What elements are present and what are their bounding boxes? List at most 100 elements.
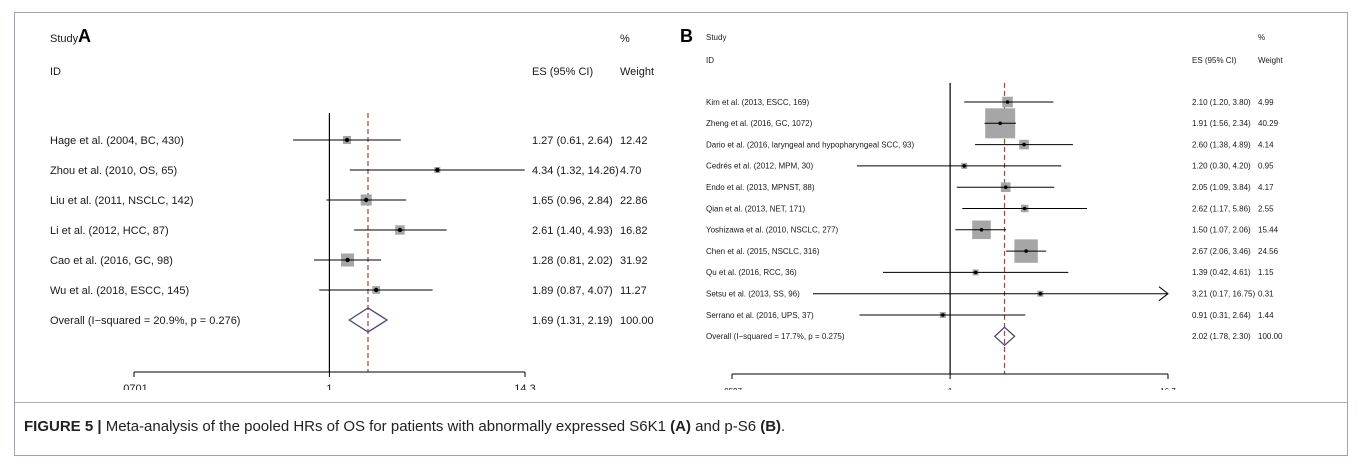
- b-study-label: Kim et al. (2013, ESCC, 169): [706, 98, 809, 107]
- b-study-es-ci: 1.91 (1.56, 2.34): [1192, 119, 1251, 128]
- a-header-id: ID: [50, 66, 61, 78]
- a-study-es-ci: 2.61 (1.40, 4.93): [532, 225, 613, 237]
- b-study-weight: 40.29: [1258, 119, 1279, 128]
- caption-ref-a: (A): [670, 418, 691, 435]
- b-study-es-ci: 1.20 (0.30, 4.20): [1192, 162, 1251, 171]
- b-study-point: [1022, 206, 1027, 211]
- b-ci-arrow: [1158, 286, 1169, 302]
- figure-caption: FIGURE 5 | Meta-analysis of the pooled H…: [24, 418, 785, 435]
- b-x-tick-label: 16.7: [1160, 387, 1176, 390]
- caption-label: FIGURE 5 |: [24, 418, 102, 435]
- b-study-weight: 0.95: [1258, 162, 1274, 171]
- b-study-weight: 4.99: [1258, 98, 1274, 107]
- b-study-es-ci: 1.50 (1.07, 2.06): [1192, 226, 1251, 235]
- a-overall-es-ci: 1.69 (1.31, 2.19): [532, 315, 613, 327]
- b-study-point: [998, 121, 1002, 126]
- panel-b-letter: B: [680, 26, 693, 46]
- b-overall-weight: 100.00: [1258, 332, 1283, 341]
- panel-a-letter: A: [78, 26, 91, 46]
- b-study-label: Setsu et al. (2013, SS, 96): [706, 290, 800, 299]
- a-study-point: [345, 257, 350, 263]
- caption-ref-b: (B): [760, 418, 782, 435]
- b-study-point: [1003, 185, 1008, 189]
- b-x-tick-label: .0597: [722, 387, 743, 390]
- b-header-weight: Weight: [1258, 56, 1284, 65]
- caption-divider: [15, 402, 1347, 403]
- b-header-es: ES (95% CI): [1192, 56, 1237, 65]
- b-study-es-ci: 2.62 (1.17, 5.86): [1192, 204, 1251, 213]
- b-overall-es-ci: 2.02 (1.78, 2.30): [1192, 332, 1251, 341]
- a-study-label: Liu et al. (2011, NSCLC, 142): [50, 195, 193, 207]
- b-study-label: Dario et al. (2016, laryngeal and hypoph…: [706, 140, 914, 149]
- a-study-es-ci: 1.27 (0.61, 2.64): [532, 135, 613, 147]
- b-study-es-ci: 1.39 (0.42, 4.61): [1192, 268, 1251, 277]
- b-study-weight: 24.56: [1258, 247, 1279, 256]
- a-study-es-ci: 1.28 (0.81, 2.02): [532, 255, 613, 267]
- b-study-point: [1022, 142, 1026, 147]
- a-overall-weight: 100.00: [620, 315, 654, 327]
- a-study-es-ci: 4.34 (1.32, 14.26): [532, 165, 619, 177]
- a-header-es: ES (95% CI): [532, 66, 593, 78]
- b-study-label: Cedrés et al. (2012, MPM, 30): [706, 162, 813, 171]
- b-study-weight: 15.44: [1258, 226, 1279, 235]
- a-study-label: Hage et al. (2004, BC, 430): [50, 135, 184, 147]
- b-study-weight: 0.31: [1258, 290, 1274, 299]
- a-overall-diamond: [348, 307, 389, 333]
- a-x-tick-label: 14.3: [514, 383, 535, 390]
- a-study-weight: 22.86: [620, 195, 648, 207]
- b-study-es-ci: 0.91 (0.31, 2.64): [1192, 311, 1251, 320]
- a-header-study: Study: [50, 33, 79, 45]
- b-study-weight: 4.17: [1258, 183, 1274, 192]
- a-study-point: [364, 197, 369, 203]
- b-overall-label: Overall (I−squared = 17.7%, p = 0.275): [706, 332, 845, 341]
- b-study-label: Qu et al. (2016, RCC, 36): [706, 268, 797, 277]
- b-study-point: [941, 313, 945, 317]
- b-study-weight: 4.14: [1258, 140, 1274, 149]
- b-study-label: Qian et al. (2013, NET, 171): [706, 204, 806, 213]
- a-study-weight: 31.92: [620, 255, 648, 267]
- b-header-study: Study: [706, 33, 726, 42]
- a-header-percent: %: [620, 33, 630, 45]
- b-study-es-ci: 2.05 (1.09, 3.84): [1192, 183, 1251, 192]
- b-study-point: [1038, 291, 1043, 296]
- a-study-es-ci: 1.89 (0.87, 4.07): [532, 285, 613, 297]
- b-study-label: Endo et al. (2013, MPNST, 88): [706, 183, 815, 192]
- a-study-weight: 16.82: [620, 225, 648, 237]
- a-study-point: [435, 167, 440, 173]
- a-header-weight: Weight: [620, 66, 654, 78]
- b-study-es-ci: 2.67 (2.06, 3.46): [1192, 247, 1251, 256]
- b-study-weight: 2.55: [1258, 204, 1274, 213]
- b-study-label: Serrano et al. (2016, UPS, 37): [706, 311, 814, 320]
- a-study-point: [344, 137, 350, 143]
- caption-text-3: .: [781, 418, 786, 435]
- a-study-weight: 12.42: [620, 135, 648, 147]
- a-x-tick-label: 1: [326, 383, 332, 390]
- b-study-label: Zheng et al. (2016, GC, 1072): [706, 119, 813, 128]
- b-study-label: Yoshizawa et al. (2010, NSCLC, 277): [706, 226, 839, 235]
- b-study-es-ci: 3.21 (0.17, 16.75): [1192, 290, 1255, 299]
- a-study-weight: 4.70: [620, 165, 641, 177]
- a-study-label: Zhou et al. (2010, OS, 65): [50, 165, 177, 177]
- b-study-es-ci: 2.10 (1.20, 3.80): [1192, 98, 1251, 107]
- b-x-tick-label: 1: [948, 387, 953, 390]
- a-study-label: Cao et al. (2016, GC, 98): [50, 255, 173, 267]
- b-study-label: Chen et al. (2015, NSCLC, 316): [706, 247, 820, 256]
- forest-plot-a: Study ID ES (95% CI)% Weight Hage et al. (20…: [50, 33, 654, 390]
- b-study-weight: 1.15: [1258, 268, 1274, 277]
- b-header-percent: %: [1258, 33, 1265, 42]
- b-overall-diamond: [993, 326, 1016, 347]
- b-study-weight: 1.44: [1258, 311, 1274, 320]
- b-study-point: [1024, 249, 1028, 253]
- b-study-point: [962, 164, 967, 168]
- a-x-tick-label: .0701: [120, 383, 148, 390]
- b-header-id: ID: [706, 56, 714, 65]
- caption-text-2: and p-S6: [691, 418, 761, 435]
- a-study-point: [374, 287, 379, 293]
- b-study-point: [973, 270, 978, 275]
- b-study-es-ci: 2.60 (1.38, 4.89): [1192, 140, 1251, 149]
- a-study-weight: 11.27: [620, 285, 647, 297]
- figure-frame: [14, 12, 1348, 456]
- a-study-label: Li et al. (2012, HCC, 87): [50, 225, 169, 237]
- b-study-point: [979, 228, 984, 232]
- forest-plot-b: Study ID ES (95% CI)% Weight Kim et al. (201…: [706, 33, 1284, 390]
